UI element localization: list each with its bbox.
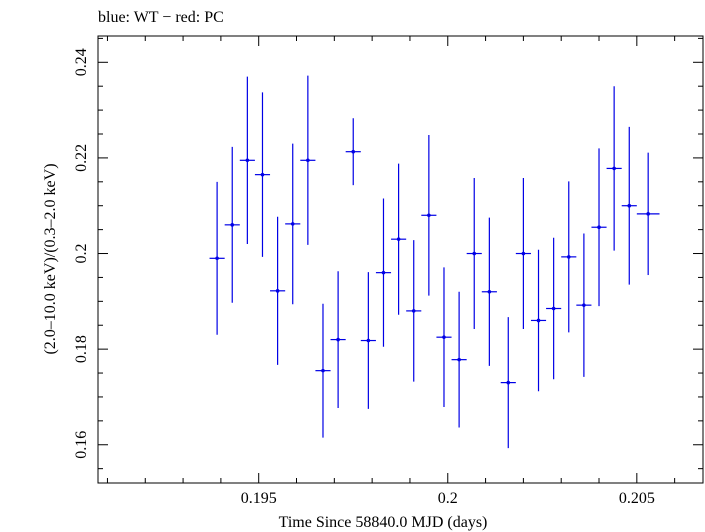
data-point — [481, 217, 497, 366]
data-point — [345, 118, 361, 186]
data-point — [561, 181, 577, 333]
data-marker — [487, 289, 492, 294]
data-marker — [396, 237, 401, 241]
y-tick-label: 0.22 — [73, 144, 90, 172]
data-marker — [215, 256, 219, 261]
data-marker — [627, 203, 632, 208]
data-marker — [506, 380, 511, 385]
data-marker — [582, 303, 586, 307]
data-point — [239, 76, 255, 244]
data-point — [300, 75, 316, 245]
data-marker — [260, 172, 265, 177]
data-marker — [427, 213, 431, 218]
y-tick-label: 0.16 — [73, 431, 90, 459]
data-point — [436, 267, 452, 407]
data-point — [360, 272, 376, 409]
data-marker — [646, 212, 650, 216]
data-marker — [245, 158, 250, 163]
data-series — [209, 75, 660, 449]
x-tick-label: 0.205 — [619, 490, 655, 507]
data-point — [375, 198, 392, 347]
data-point — [406, 240, 422, 382]
x-axis-label: Time Since 58840.0 MJD (days) — [279, 514, 488, 531]
data-marker — [290, 222, 295, 226]
data-point — [515, 177, 531, 330]
data-point — [500, 317, 516, 449]
data-marker — [442, 335, 446, 339]
y-tick-label: 0.2 — [73, 244, 90, 264]
data-marker — [597, 225, 601, 230]
data-marker — [230, 223, 235, 227]
data-point — [224, 146, 240, 303]
data-point — [421, 134, 437, 296]
data-point — [530, 249, 547, 392]
data-marker — [275, 289, 280, 293]
x-tick-label: 0.195 — [241, 490, 277, 507]
data-marker — [336, 337, 340, 342]
data-point — [209, 181, 225, 335]
data-point — [546, 237, 562, 380]
data-point — [285, 143, 301, 305]
data-marker — [536, 318, 541, 323]
data-marker — [521, 251, 526, 256]
data-point — [606, 86, 622, 251]
data-point — [254, 92, 271, 257]
data-marker — [381, 270, 386, 275]
y-axis: 0.16 0.18 0.2 0.22 0.24 — [73, 37, 703, 470]
data-point — [451, 291, 467, 428]
data-point — [270, 216, 286, 365]
data-marker — [306, 158, 310, 163]
plot-frame — [97, 35, 704, 484]
x-tick-label: 0.2 — [438, 490, 458, 507]
chart-title: blue: WT − red: PC — [98, 9, 224, 26]
data-marker — [457, 357, 461, 362]
y-tick-label: 0.24 — [73, 48, 90, 76]
data-marker — [411, 309, 416, 313]
x-axis: 0.195 0.2 0.205 — [106, 36, 676, 507]
data-point — [576, 233, 592, 377]
data-point — [621, 126, 637, 285]
data-marker — [351, 149, 356, 154]
data-marker — [321, 368, 325, 373]
data-point — [636, 152, 660, 276]
y-tick-label: 0.18 — [73, 335, 90, 363]
y-axis-label: (2.0–10.0 keV)/(0.3–2.0 keV) — [42, 163, 59, 354]
data-point — [466, 177, 482, 330]
data-point — [591, 148, 607, 307]
data-point — [391, 163, 407, 315]
data-marker — [566, 255, 571, 259]
data-marker — [612, 166, 616, 171]
data-marker — [472, 251, 477, 256]
data-point — [315, 303, 331, 438]
data-marker — [366, 338, 371, 343]
data-marker — [551, 306, 556, 311]
data-point — [330, 271, 346, 408]
